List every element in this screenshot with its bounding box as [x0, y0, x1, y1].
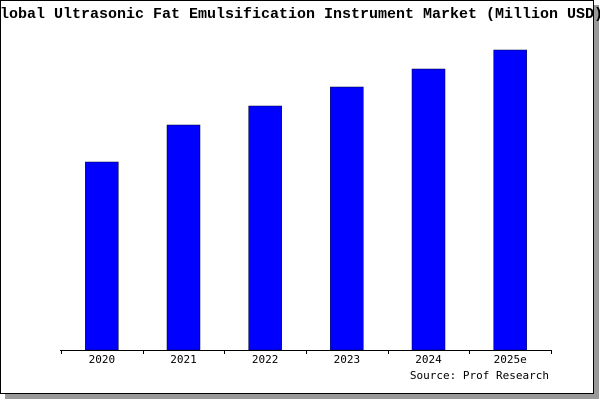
bar: [411, 68, 446, 351]
x-tick-label: 2024: [415, 353, 442, 366]
bar: [248, 105, 282, 351]
x-tick-label: 2023: [334, 353, 361, 366]
bar: [330, 86, 364, 351]
bar: [85, 161, 119, 351]
x-tick-label: 2025e: [494, 353, 527, 366]
x-tick-label: 2020: [89, 353, 116, 366]
bar: [166, 124, 201, 351]
x-tick-label: 2021: [170, 353, 197, 366]
source-note: Source: Prof Research: [410, 369, 549, 382]
bar: [493, 49, 527, 351]
chart-title: Global Ultrasonic Fat Emulsification Ins…: [0, 6, 600, 23]
x-tick-label: 2022: [252, 353, 279, 366]
